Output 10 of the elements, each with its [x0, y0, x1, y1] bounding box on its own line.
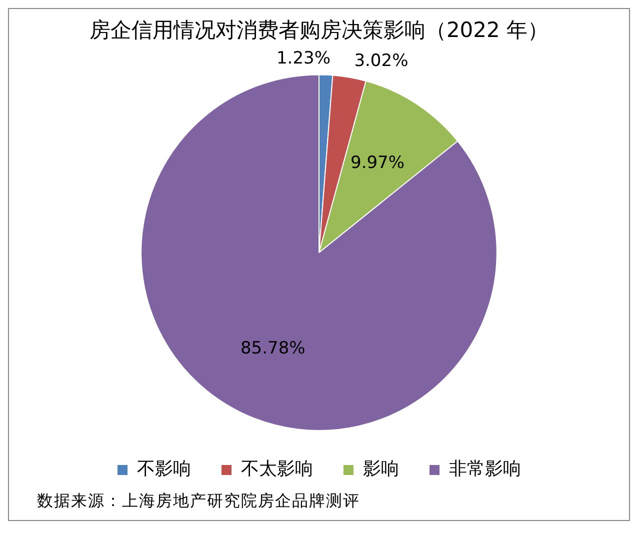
- data-label: 1.23%: [276, 48, 330, 68]
- source-note: 数据来源：上海房地产研究院房企品牌测评: [36, 490, 361, 512]
- legend-label: 非常影响: [449, 458, 521, 480]
- data-label: 3.02%: [354, 50, 408, 71]
- data-label: 9.97%: [350, 152, 405, 173]
- legend-label: 影响: [363, 458, 399, 480]
- legend-label: 不太影响: [241, 458, 313, 480]
- data-label: 85.78%: [240, 338, 306, 358]
- legend-label: 不影响: [137, 458, 191, 480]
- chart-title: 房企信用情况对消费者购房决策影响（2022 年）: [89, 18, 549, 42]
